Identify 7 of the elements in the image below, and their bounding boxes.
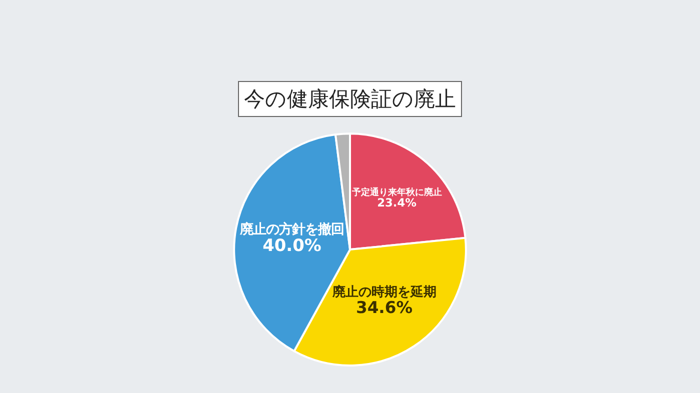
chart-title: 今の健康保険証の廃止 — [244, 87, 456, 111]
slice-label: 廃止の方針を撤回 — [238, 222, 344, 238]
slice-label: 予定通り来年秋に廃止 — [350, 186, 442, 198]
slice-label: 廃止の時期を延期 — [331, 284, 436, 300]
data-label: 23.4% — [377, 196, 416, 210]
data-label: 40.0% — [262, 235, 322, 256]
data-label: 34.6% — [356, 298, 413, 317]
